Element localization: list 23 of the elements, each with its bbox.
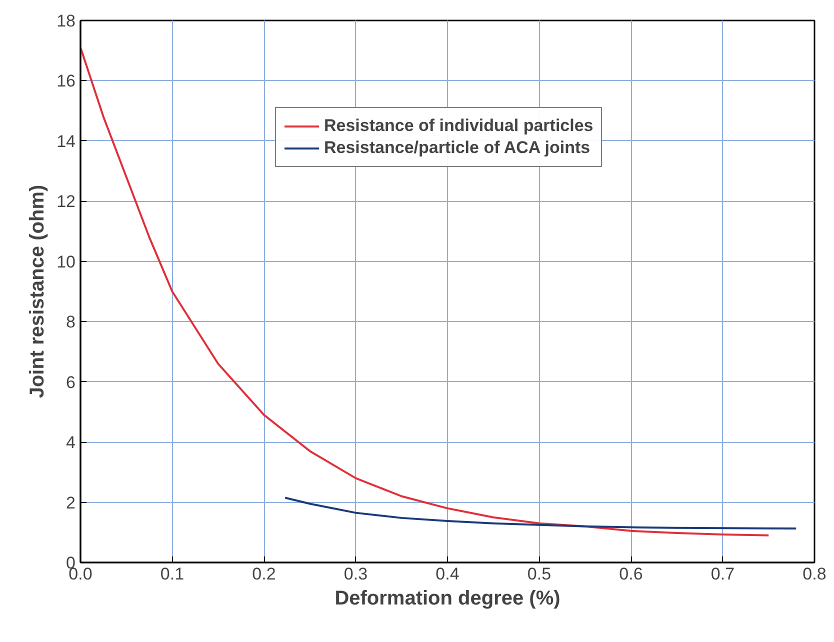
y-tick-label: 4 <box>66 433 76 452</box>
y-tick-label: 12 <box>56 192 76 212</box>
y-tick-label: 10 <box>56 252 76 272</box>
y-tick-label: 8 <box>66 312 76 332</box>
legend-label: Resistance/particle of ACA joints <box>324 138 590 158</box>
x-tick-label: 0.8 <box>802 564 826 584</box>
y-axis-title: Joint resistance (ohm) <box>26 184 49 398</box>
x-tick-label: 0.7 <box>710 564 735 584</box>
x-tick-label: 0.6 <box>619 564 643 584</box>
x-tick-label: 0.5 <box>527 564 552 584</box>
x-tick-label: 0.2 <box>252 564 276 584</box>
y-tick-label: 2 <box>66 493 76 512</box>
x-tick-label: 0.4 <box>436 564 460 584</box>
legend-label: Resistance of individual particles <box>324 116 594 136</box>
x-axis-title: Deformation degree (%) <box>334 588 560 610</box>
y-tick-label: 18 <box>56 12 76 30</box>
y-tick-label: 6 <box>66 372 76 392</box>
line-series <box>80 46 770 536</box>
x-tick-label: 0.3 <box>344 564 368 584</box>
y-tick-label: 14 <box>56 132 76 151</box>
y-tick-label: 16 <box>56 72 76 91</box>
x-tick-label: 0.1 <box>160 564 184 584</box>
line-series <box>284 496 798 530</box>
